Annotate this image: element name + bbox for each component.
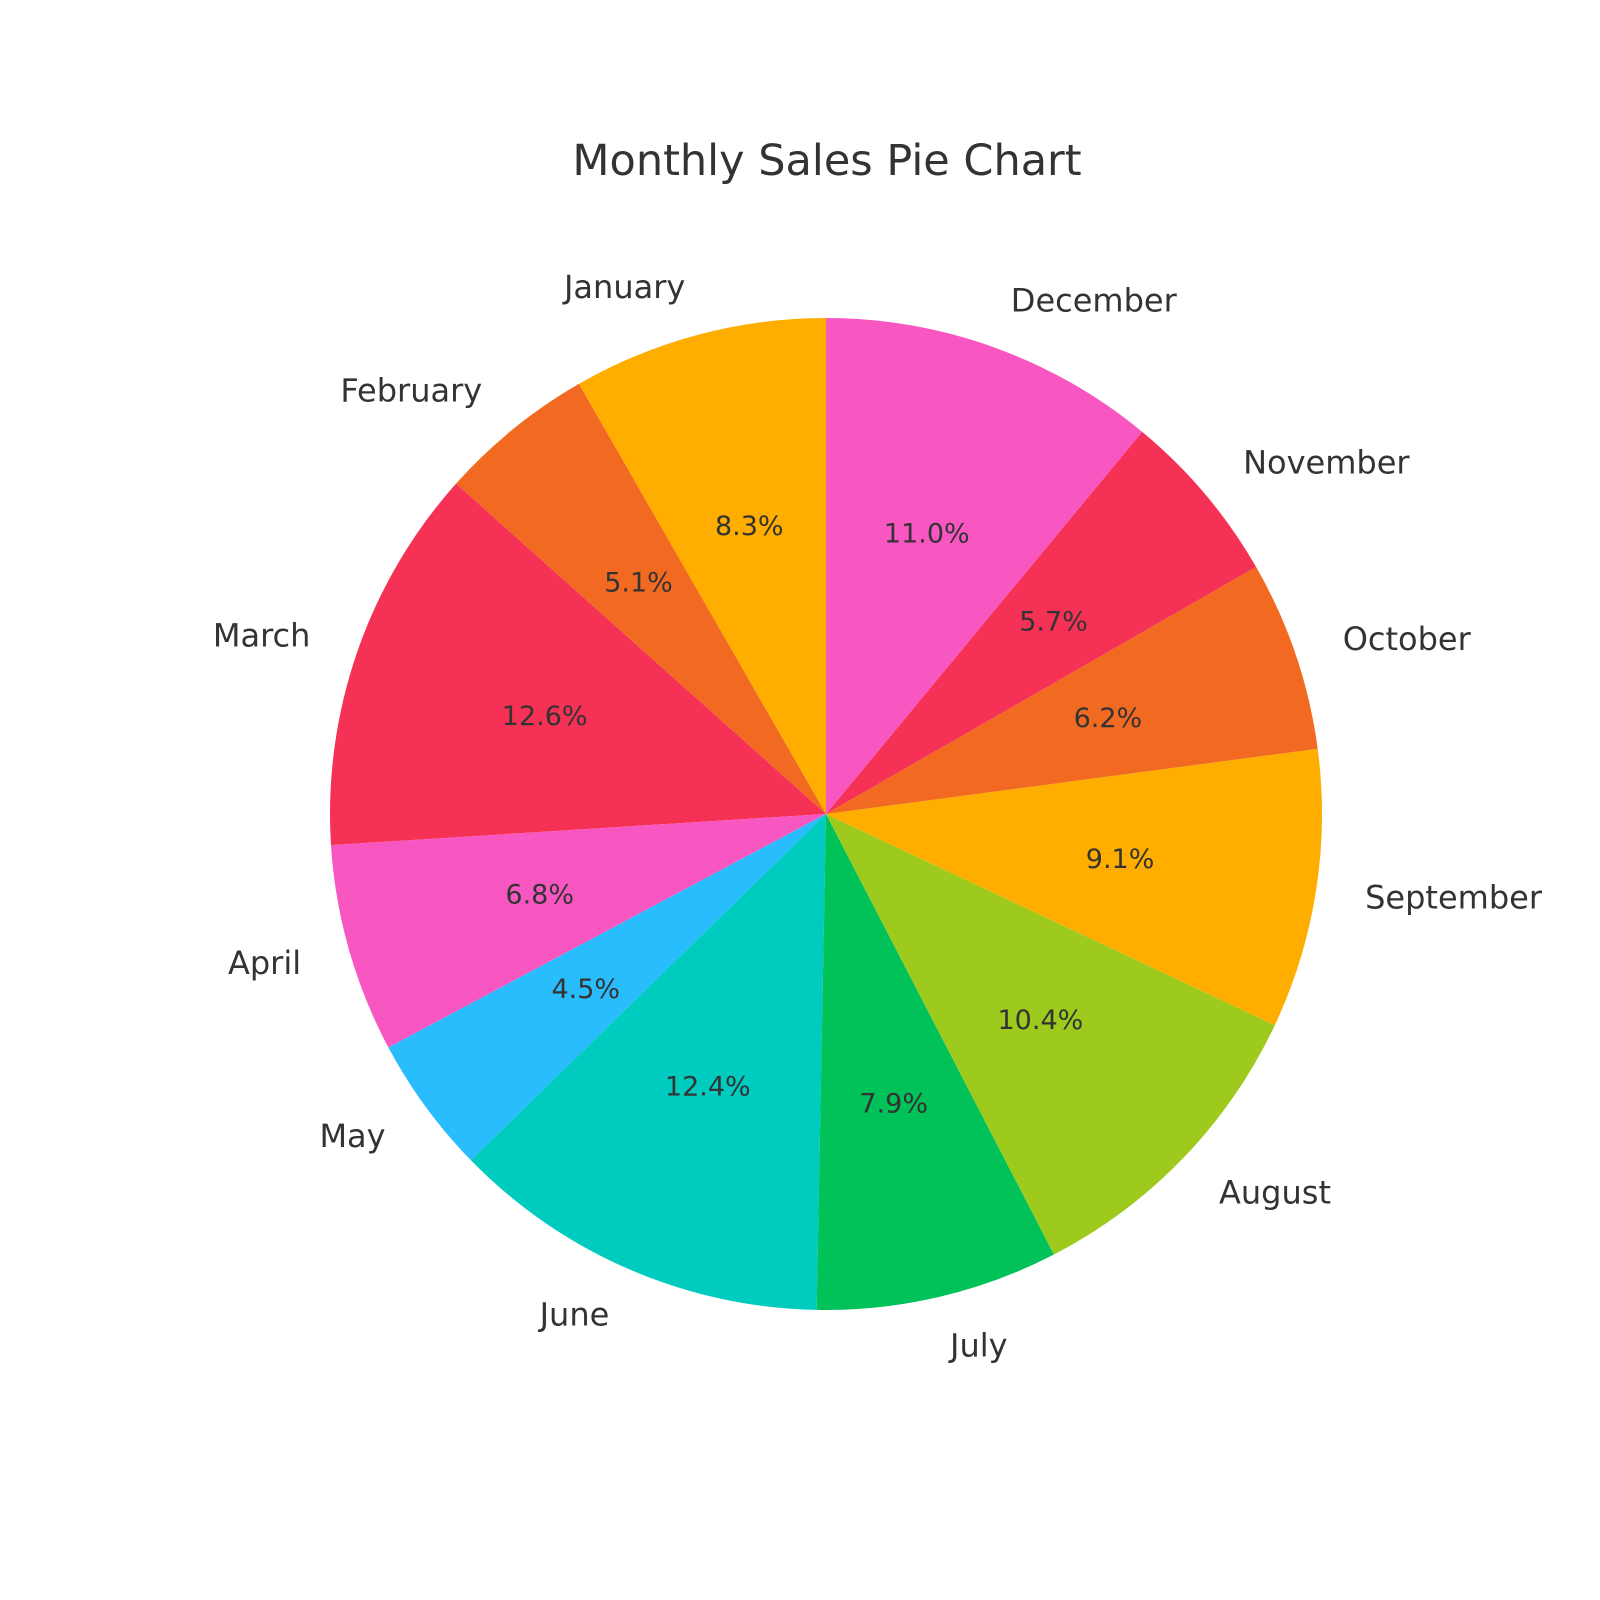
slice-label-december: December [1011, 282, 1178, 320]
pct-label-june: 12.4% [665, 1072, 751, 1103]
pie-slice-november [826, 431, 1257, 814]
slice-label-march: March [213, 617, 311, 655]
slice-label-february: February [340, 371, 482, 409]
slice-label-september: September [1365, 879, 1543, 917]
pie-slice-june [470, 814, 826, 1310]
slice-label-april: April [228, 944, 301, 982]
pie-slice-january [578, 318, 826, 814]
pct-label-february: 5.1% [604, 567, 673, 598]
pct-label-may: 4.5% [551, 974, 620, 1005]
pie-slice-october [826, 566, 1318, 814]
pct-label-march: 12.6% [502, 701, 588, 732]
pie-slices [330, 318, 1323, 1310]
pct-label-december: 11.0% [884, 519, 970, 550]
pct-label-october: 6.2% [1074, 703, 1143, 734]
pie-slice-april [330, 814, 826, 1048]
slice-label-january: January [562, 268, 685, 306]
pct-label-july: 7.9% [859, 1088, 928, 1119]
pct-label-august: 10.4% [998, 1005, 1084, 1036]
percentage-labels: 8.3% 5.1% 12.6% 6.8% 4.5% 12.4% 7.9% 10.4% 9.1% 6… [502, 511, 1155, 1119]
pie-slice-september [826, 748, 1323, 1026]
slice-label-august: August [1219, 1174, 1331, 1212]
pie-slice-august [826, 814, 1275, 1255]
slice-label-june: June [538, 1296, 610, 1334]
pie-slice-february [456, 383, 826, 814]
slice-label-may: May [319, 1117, 385, 1155]
slice-label-october: October [1343, 620, 1472, 658]
slice-label-july: July [948, 1326, 1008, 1364]
pie-slice-july [816, 814, 1054, 1310]
slice-labels: January February March April May June July Augu… [213, 268, 1543, 1365]
pct-label-november: 5.7% [1019, 607, 1088, 638]
pct-label-april: 6.8% [505, 880, 574, 911]
pie-slice-december [826, 318, 1143, 814]
slice-label-november: November [1243, 443, 1410, 481]
pie-slice-march [330, 483, 826, 846]
pct-label-january: 8.3% [715, 511, 784, 542]
pct-label-september: 9.1% [1086, 844, 1155, 875]
chart-title: Monthly Sales Pie Chart [572, 136, 1081, 186]
pie-slice-may [388, 814, 826, 1161]
